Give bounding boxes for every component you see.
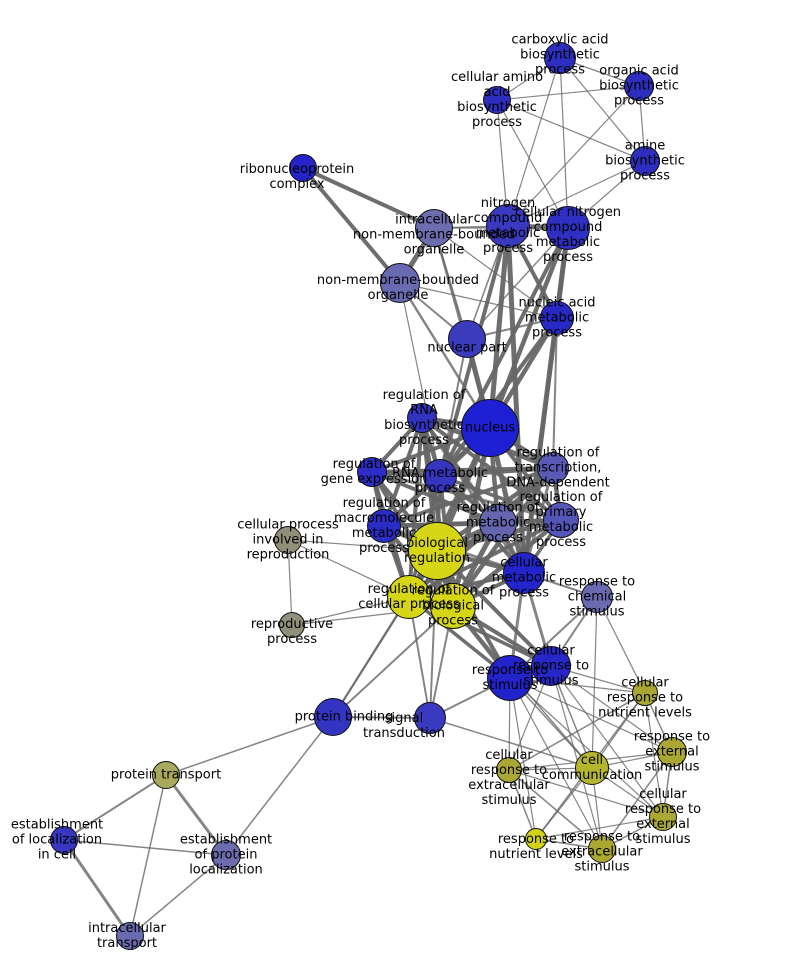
graph-edge bbox=[508, 769, 664, 818]
graph-edge bbox=[507, 160, 646, 227]
graph-node-cellular-process-involved-in-reproduction[interactable] bbox=[274, 526, 302, 554]
graph-node-intracellular-non-membrane-bounded-organelle[interactable] bbox=[415, 209, 453, 247]
graph-edge bbox=[407, 417, 424, 598]
graph-node-rna-metabolic-process[interactable] bbox=[423, 459, 457, 493]
graph-edge bbox=[332, 605, 454, 718]
graph-node-regulation-of-cellular-process[interactable] bbox=[387, 575, 431, 619]
graph-node-regulation-of-biological-process[interactable] bbox=[430, 583, 476, 629]
graph-edge bbox=[287, 539, 293, 626]
graph-edge bbox=[552, 317, 558, 469]
graph-edge bbox=[550, 665, 603, 850]
graph-edge bbox=[507, 57, 561, 227]
graph-edge bbox=[559, 57, 569, 229]
graph-edge bbox=[450, 427, 493, 607]
graph-edge bbox=[438, 316, 559, 478]
graph-node-nucleus[interactable] bbox=[461, 399, 519, 457]
graph-edge bbox=[487, 225, 511, 429]
graph-edge bbox=[302, 166, 435, 230]
graph-node-cellular-response-to-nutrient-levels[interactable] bbox=[632, 680, 658, 706]
graph-node-protein-transport[interactable] bbox=[152, 761, 180, 789]
graph-edge bbox=[129, 774, 167, 937]
graph-edge bbox=[496, 85, 640, 101]
graph-node-reproductive-process[interactable] bbox=[279, 612, 305, 638]
graph-edge bbox=[496, 99, 569, 229]
graph-edge bbox=[509, 677, 664, 818]
graph-node-cellular-amino-acid-biosynthetic-process[interactable] bbox=[483, 86, 511, 114]
graph-node-cellular-response-to-stimulus[interactable] bbox=[531, 646, 571, 686]
graph-node-non-membrane-bounded-organelle[interactable] bbox=[380, 263, 420, 303]
graph-edge bbox=[383, 518, 562, 528]
graph-node-establishment-of-protein-localization[interactable] bbox=[211, 840, 241, 870]
graph-edge bbox=[591, 596, 598, 769]
graph-node-biological-regulation[interactable] bbox=[408, 522, 466, 580]
graph-node-cellular-nitrogen-compound-metabolic-process[interactable] bbox=[546, 206, 590, 250]
graph-edge bbox=[550, 665, 664, 818]
graph-edge bbox=[507, 85, 640, 227]
graph-node-regulation-of-primary-metabolic-process[interactable] bbox=[543, 502, 579, 538]
graph-edge bbox=[509, 677, 537, 840]
graph-edge bbox=[429, 717, 593, 769]
graph-edge bbox=[522, 317, 559, 574]
graph-node-cellular-response-to-external-stimulus[interactable] bbox=[649, 803, 677, 831]
graph-edge bbox=[129, 854, 227, 937]
graph-node-response-to-chemical-stimulus[interactable] bbox=[581, 581, 613, 613]
graph-edge bbox=[508, 769, 603, 850]
graph-edge bbox=[439, 466, 554, 478]
graph-edge bbox=[509, 677, 673, 753]
graph-edge bbox=[596, 596, 646, 694]
graph-edge bbox=[535, 816, 664, 840]
graph-node-organic-acid-biosynthetic-process[interactable] bbox=[624, 71, 654, 101]
graph-node-regulation-of-gene-expression[interactable] bbox=[357, 457, 387, 487]
graph-edge bbox=[164, 774, 228, 856]
graph-node-regulation-of-metabolic-process[interactable] bbox=[479, 504, 517, 542]
graph-node-nuclear-part[interactable] bbox=[448, 320, 486, 358]
graph-node-response-to-external-stimulus[interactable] bbox=[657, 737, 687, 767]
graph-edge bbox=[601, 751, 673, 850]
graph-edge bbox=[165, 716, 334, 776]
graph-node-ribonucleoprotein-complex[interactable] bbox=[289, 154, 317, 182]
graph-node-signal-transduction[interactable] bbox=[414, 702, 446, 734]
graph-edge bbox=[508, 692, 646, 771]
graph-edge bbox=[301, 166, 402, 285]
graph-edge bbox=[399, 282, 441, 477]
graph-edge bbox=[225, 716, 334, 856]
graph-edge bbox=[383, 466, 554, 528]
graph-node-nucleic-acid-metabolic-process[interactable] bbox=[540, 301, 574, 335]
graph-node-regulation-of-transcription-dna-dependent[interactable] bbox=[537, 452, 569, 484]
graph-edge bbox=[509, 677, 603, 850]
graph-edge bbox=[559, 57, 646, 162]
graph-edge bbox=[487, 227, 571, 429]
graph-edge bbox=[332, 596, 410, 718]
graph-node-cellular-response-to-extracellular-stimulus[interactable] bbox=[496, 757, 522, 783]
graph-edge bbox=[63, 839, 227, 856]
graph-node-protein-binding[interactable] bbox=[314, 698, 352, 736]
graph-edge bbox=[63, 774, 167, 841]
graph-node-response-to-extracellular-stimulus[interactable] bbox=[588, 835, 616, 863]
graph-node-regulation-of-rna-biosynthetic-process[interactable] bbox=[407, 403, 437, 433]
graph-node-response-to-nutrient-levels[interactable] bbox=[525, 828, 547, 850]
graph-node-cellular-metabolic-process[interactable] bbox=[503, 552, 545, 594]
graph-edge bbox=[62, 839, 132, 937]
graph-node-regulation-of-macromolecule-metabolic-process[interactable] bbox=[367, 509, 401, 543]
graph-edge bbox=[399, 282, 558, 319]
graph-edge bbox=[496, 99, 646, 162]
graph-edge bbox=[466, 227, 569, 340]
graph-node-intracellular-transport[interactable] bbox=[116, 922, 144, 950]
graph-node-establishment-of-localization-in-cell[interactable] bbox=[50, 826, 78, 854]
graph-node-carboxylic-acid-biosynthetic-process[interactable] bbox=[544, 42, 576, 74]
graph-node-nitrogen-compound-metabolic-process[interactable] bbox=[486, 204, 530, 248]
graph-node-cell-communication[interactable] bbox=[575, 751, 609, 785]
graph-node-amine-biosynthetic-process[interactable] bbox=[630, 146, 660, 176]
graph-node-response-to-stimulus[interactable] bbox=[487, 655, 533, 701]
graph-edge bbox=[433, 227, 558, 319]
